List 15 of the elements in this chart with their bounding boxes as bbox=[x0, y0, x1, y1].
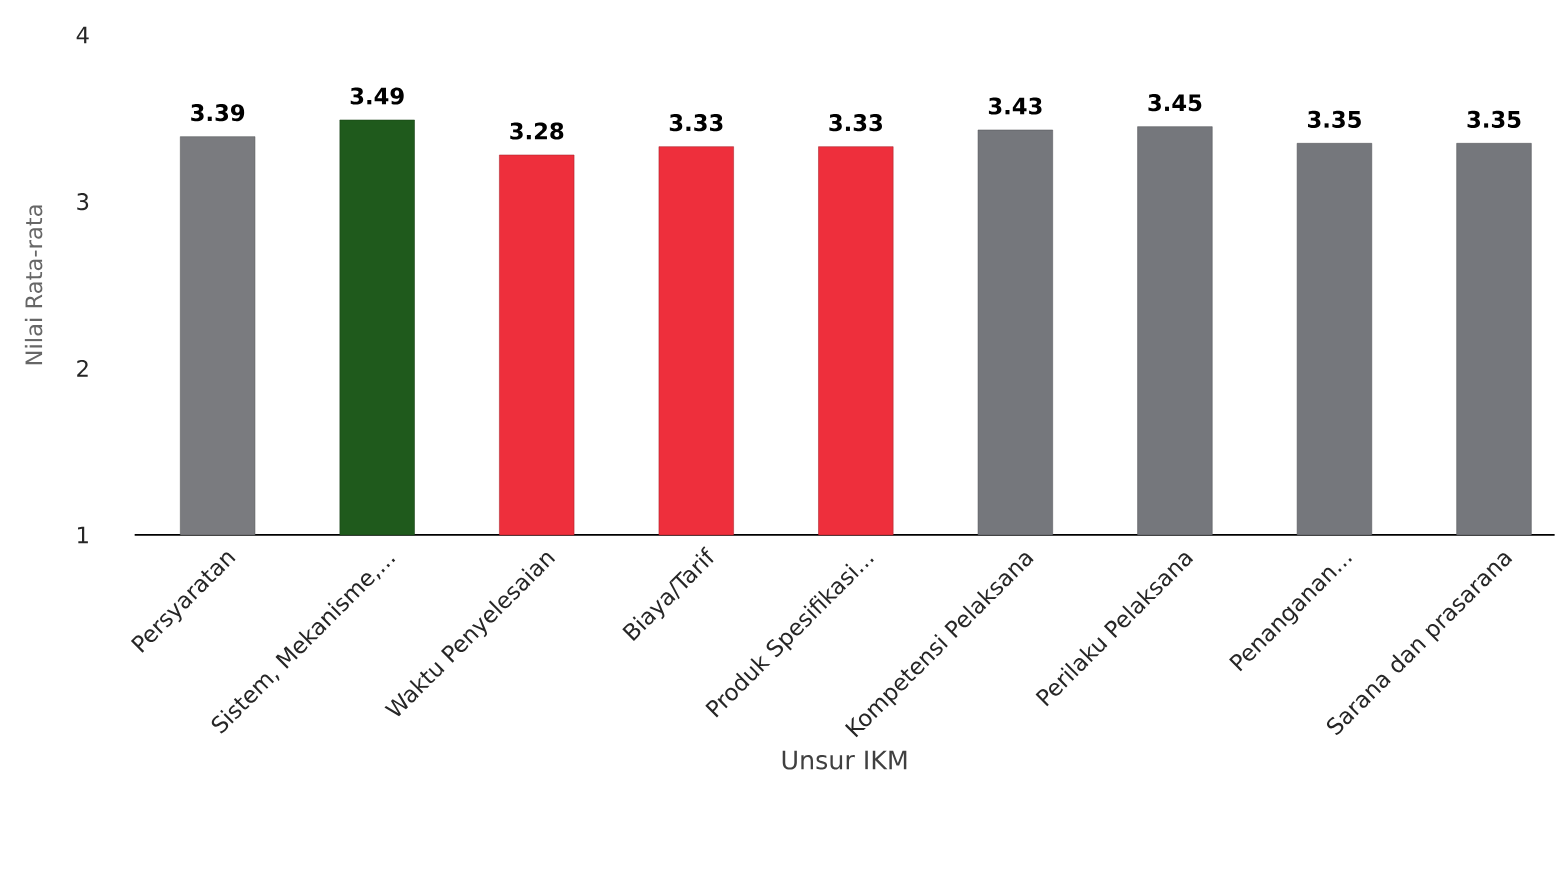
data-label: 3.28 bbox=[510, 122, 564, 140]
data-label: 3.39 bbox=[191, 104, 245, 122]
y-tick-label: 4 bbox=[76, 26, 89, 44]
y-tick-label: 1 bbox=[78, 526, 88, 544]
y-tick-label: 3 bbox=[77, 193, 89, 211]
x-axis-title: Unsur IKM bbox=[782, 750, 907, 770]
data-label: 3.35 bbox=[1467, 110, 1521, 128]
data-label: 3.33 bbox=[829, 114, 882, 132]
y-tick-label: 2 bbox=[77, 359, 88, 377]
y-axis-title: Nilai Rata-rata bbox=[24, 205, 43, 365]
data-label: 3.43 bbox=[988, 97, 1042, 115]
data-label: 3.49 bbox=[350, 87, 404, 105]
data-label: 3.33 bbox=[669, 114, 723, 132]
data-label: 3.35 bbox=[1308, 110, 1361, 128]
data-label: 3.45 bbox=[1148, 94, 1202, 112]
